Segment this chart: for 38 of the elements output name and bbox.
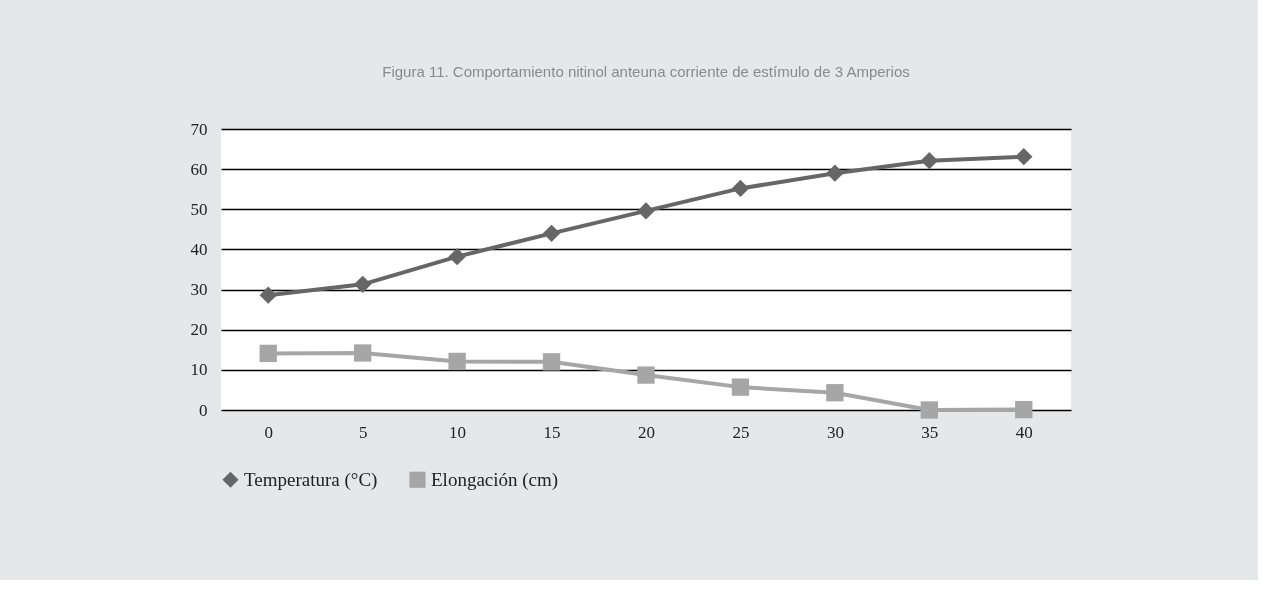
y-tick-label: 40 (190, 239, 208, 259)
point (354, 344, 372, 362)
y-tick-label: 20 (190, 320, 208, 340)
y-tick-label: 70 (190, 119, 208, 139)
x-tick-label: 5 (358, 422, 368, 442)
point (731, 378, 750, 396)
x-tick-label: 25 (732, 422, 750, 442)
x-tick-label: 10 (449, 422, 467, 442)
point (542, 353, 561, 371)
point (637, 366, 655, 384)
point (259, 344, 277, 363)
point (637, 202, 655, 220)
legend-label: Elongación (cm) (431, 468, 559, 491)
x-tick-label: 35 (921, 422, 939, 442)
y-tick-label: 30 (190, 280, 208, 300)
point (826, 164, 844, 182)
point (259, 286, 277, 304)
y-tick-label: 60 (190, 159, 208, 179)
y-tick-label: 10 (190, 360, 208, 380)
point (542, 224, 561, 243)
point (826, 384, 844, 402)
chart-title: Figura 11. Comportamiento nitinol anteuna corriente de estímulo de 3 Amperios (382, 63, 910, 80)
x-tick-label: 20 (638, 422, 655, 442)
point (448, 247, 466, 266)
point (448, 352, 466, 371)
x-tick-label: 15 (543, 422, 561, 442)
y-tick-label: 50 (190, 199, 208, 219)
legend-label: Temperatura (°C) (244, 468, 378, 491)
point (1015, 400, 1033, 419)
x-tick-label: 0 (264, 422, 273, 442)
y-tick-label: 0 (199, 400, 208, 420)
x-tick-label: 40 (1015, 422, 1033, 442)
x-tick-label: 30 (826, 422, 844, 442)
point (1015, 148, 1033, 166)
point (354, 275, 372, 294)
point (920, 401, 938, 419)
point (920, 152, 938, 170)
point (731, 179, 750, 198)
